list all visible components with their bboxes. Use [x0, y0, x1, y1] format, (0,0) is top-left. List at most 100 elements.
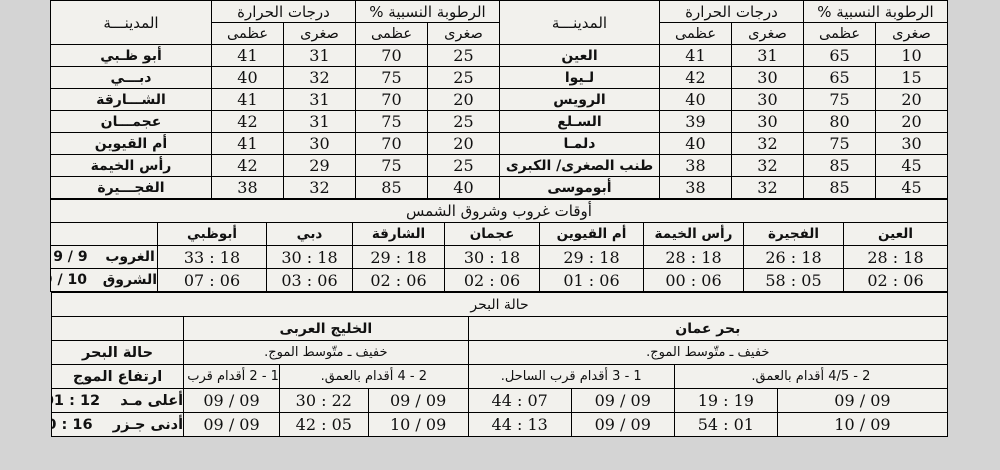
hum-max: 75: [802, 132, 877, 155]
hum-min: 20: [426, 88, 500, 111]
sunset-ras-al-khaimah: 18 : 28: [643, 245, 744, 269]
table-row: 30 75 32 40 دلمـا 20 70 30 41 أم القيوين: [49, 132, 948, 155]
sunrise-umm-al-quwain: 06 : 01: [539, 268, 644, 292]
city-name: الرويس: [498, 88, 660, 111]
temp-max: 38: [658, 154, 732, 177]
table-row: 45 85 32 38 طنب الصغرى/ الكبرى 25 75 29 …: [49, 154, 948, 177]
sun-city-header-umm-al-quwain: أم القيوين: [539, 222, 644, 246]
hum-max: 70: [354, 44, 428, 67]
low-tide-row: 09 / 10 01 : 54 09 / 09 13 : 44 09 / 10 …: [50, 412, 949, 437]
temp-min: 31: [282, 110, 356, 133]
city-name: أم القيوين: [49, 132, 212, 155]
humidity-header-left: الرطوبة النسبية %: [802, 0, 949, 23]
sea-state-oman: خفيف ـ متّوسط الموج.: [467, 340, 949, 365]
sun-city-header-ras-al-khaimah: رأس الخيمة: [643, 222, 744, 246]
weather-header-row-1: الرطوبة النسبية % درجات الحرارة المدينــ…: [49, 0, 949, 45]
temp-min: 31: [282, 88, 356, 111]
temp-max: 42: [210, 110, 284, 133]
city-name: عجمـــان: [49, 110, 212, 133]
sunrise-row: 06 : 02 05 : 58 06 : 00 06 : 01 06 : 02 …: [49, 268, 948, 292]
temp-min: 29: [282, 154, 356, 177]
humidity-min-header-right: صغرى: [426, 22, 500, 45]
sea-state-table: حالة البحر بحر عمان الخليج العربى خفيف ـ…: [50, 292, 949, 437]
city-name: أبوموسى: [498, 176, 660, 199]
city-name: السـلع: [498, 110, 660, 133]
hum-max: 75: [354, 154, 428, 177]
city-name: دلمـا: [498, 132, 660, 155]
table-row: 45 85 32 38 أبوموسى 40 85 32 38 الفجـــي…: [49, 176, 948, 199]
sun-corner-cell: [49, 222, 159, 246]
sun-section-title: أوقات غروب وشروق الشمس: [49, 199, 949, 223]
table-row: 15 65 30 42 لـيوا 25 75 32 40 دبـــي: [49, 66, 948, 89]
sunrise-label-text: الشروق: [102, 272, 157, 288]
city-name: لـيوا: [498, 66, 660, 89]
temp-min: 32: [730, 154, 804, 177]
temp-min: 32: [730, 176, 804, 199]
weather-header-row-2: صغرى عظمى صغرى عظمى صغرى عظمى صغرى عظمى: [50, 22, 948, 45]
hum-min: 45: [875, 176, 948, 199]
low-tide-oman-coast-time: 13 : 44: [467, 412, 572, 437]
hum-min: 20: [875, 110, 948, 133]
low-tide-oman-deep-time: 01 : 54: [673, 412, 778, 437]
weather-table: الرطوبة النسبية % درجات الحرارة المدينــ…: [49, 0, 949, 199]
sea-region-header-row: بحر عمان الخليج العربى: [50, 316, 949, 341]
sunrise-row-label: الشروق 10 / 9: [49, 268, 159, 292]
wave-height-oman-coast: 1 - 3 أقدام قرب الساحل.: [467, 364, 675, 389]
sunset-ajman: 18 : 30: [444, 245, 540, 269]
high-tide-gulf-deep-date: 09 / 09: [367, 388, 469, 413]
temp-min: 30: [730, 88, 804, 111]
city-name: الشـــارقة: [49, 88, 212, 111]
hum-max: 65: [802, 44, 877, 67]
sun-city-header-abu-dhabi: أبوظبي: [157, 222, 267, 246]
temp-min-header-right: صغرى: [282, 22, 356, 45]
hum-max: 85: [802, 154, 877, 177]
low-tide-label-text: أدنى جـزر: [112, 416, 184, 433]
wave-height-gulf-coast: 1 - 2 أقدام قرب الساحل.: [183, 364, 280, 389]
hum-max: 70: [354, 88, 428, 111]
city-name: طنب الصغرى/ الكبرى: [498, 154, 660, 177]
high-tide-gulf-coast-time: 12 : 01: [53, 392, 101, 409]
temp-min: 31: [282, 44, 356, 67]
wave-height-gulf-deep: 2 - 4 أقدام بالعمق.: [278, 364, 469, 389]
sea-corner-cell: [50, 316, 185, 341]
low-tide-gulf-deep-time: 05 : 42: [278, 412, 369, 437]
sunset-label-text: الغروب: [105, 249, 155, 265]
sun-section-title-row: أوقات غروب وشروق الشمس: [49, 199, 949, 223]
sun-city-header-row: العين الفجيرة رأس الخيمة أم القيوين عجما…: [49, 222, 948, 246]
table-row: 20 80 30 39 السـلع 25 75 31 42 عجمـــان: [49, 110, 948, 133]
sunrise-fujairah: 05 : 58: [743, 268, 844, 292]
high-tide-oman-deep-date: 09 / 09: [776, 388, 949, 413]
temp-max: 38: [210, 176, 284, 199]
hum-min: 45: [875, 154, 948, 177]
sunset-umm-al-quwain: 18 : 29: [539, 245, 644, 269]
sunset-dubai: 18 : 30: [266, 245, 353, 269]
hum-min: 15: [875, 66, 948, 89]
sunrise-ras-al-khaimah: 06 : 00: [643, 268, 744, 292]
city-name: العين: [498, 44, 660, 67]
low-tide-oman-coast-date: 09 / 09: [570, 412, 675, 437]
sun-city-header-fujairah: الفجيرة: [743, 222, 844, 246]
hum-min: 20: [875, 88, 948, 111]
city-name: دبـــي: [49, 66, 212, 89]
hum-min: 20: [426, 132, 500, 155]
humidity-header-right: الرطوبة النسبية %: [354, 0, 500, 23]
city-name: رأس الخيمة: [49, 154, 212, 177]
sea-section-title-row: حالة البحر: [51, 292, 948, 317]
report-sheet: الرطوبة النسبية % درجات الحرارة المدينــ…: [49, 0, 949, 437]
temp-max: 41: [210, 88, 284, 111]
temp-min-header-left: صغرى: [730, 22, 804, 45]
low-tide-gulf-deep-date: 09 / 10: [367, 412, 469, 437]
low-tide-row-label: أدنى جـزر 16 : 20: [50, 412, 185, 437]
sea-state-row: خفيف ـ متّوسط الموج. خفيف ـ متّوسط الموج…: [50, 340, 949, 365]
sun-city-header-ajman: عجمان: [444, 222, 540, 246]
sunset-sharjah: 18 : 29: [352, 245, 445, 269]
table-row: 20 75 30 40 الرويس 20 70 31 41 الشـــارق…: [49, 88, 948, 111]
sea-section-title: حالة البحر: [51, 292, 948, 317]
temp-max-header-right: عظمى: [210, 22, 284, 45]
high-tide-label-text: أعلى مـد: [120, 392, 184, 409]
temp-min: 30: [282, 132, 356, 155]
region-header-arabian-gulf: الخليج العربى: [183, 316, 469, 341]
temp-max: 42: [210, 154, 284, 177]
temp-max: 40: [658, 132, 732, 155]
